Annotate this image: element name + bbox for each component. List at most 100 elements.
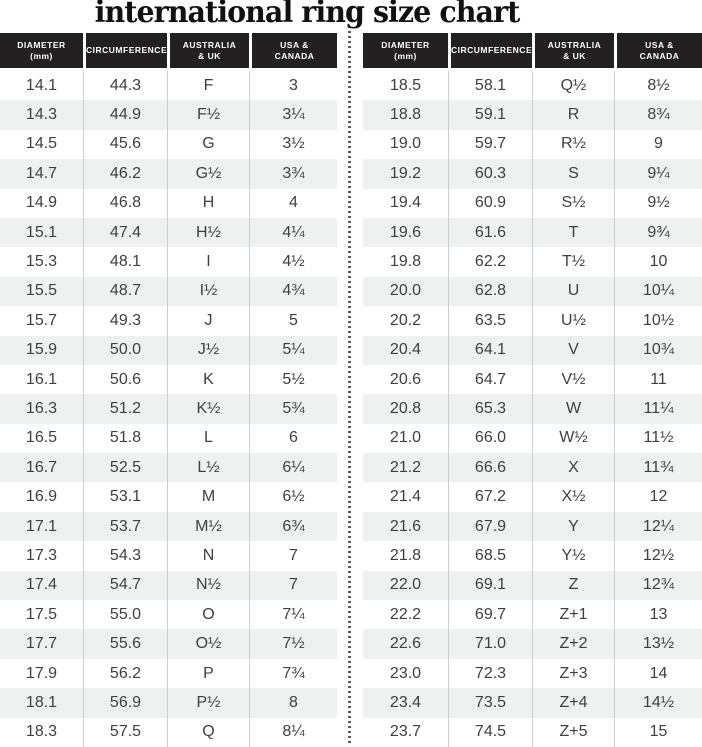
cell-diameter: 23.4 — [363, 688, 448, 718]
cell-diameter: 18.3 — [0, 717, 83, 747]
cell-circumference: 65.3 — [448, 394, 532, 424]
cell-usa-canada: 10½ — [614, 306, 702, 336]
cell-australia-uk: V — [532, 335, 614, 365]
col-header-line: CANADA — [274, 50, 315, 61]
cell-australia-uk: V½ — [532, 364, 614, 395]
cell-usa-canada: 13 — [614, 600, 702, 630]
cell-usa-canada: 10 — [614, 247, 702, 277]
cell-australia-uk: T½ — [532, 247, 614, 277]
cell-australia-uk: R½ — [532, 129, 614, 160]
cell-circumference: 53.1 — [83, 482, 167, 512]
cell-usa-canada: 14½ — [614, 688, 702, 718]
table-row: 22.0 69.1 Z 12¾ — [363, 570, 702, 601]
cell-australia-uk: X — [532, 453, 614, 483]
table-row: 20.4 64.1 V 10¾ — [363, 335, 702, 365]
cell-diameter: 16.3 — [0, 394, 83, 424]
cell-australia-uk: M — [167, 482, 249, 512]
cell-australia-uk: Y½ — [532, 541, 614, 571]
cell-usa-canada: 8¾ — [614, 100, 702, 130]
cell-usa-canada: 11¾ — [614, 453, 702, 483]
cell-diameter: 20.4 — [363, 335, 448, 365]
cell-circumference: 51.2 — [83, 394, 167, 424]
cell-usa-canada: 13½ — [614, 629, 702, 659]
cell-australia-uk: W½ — [532, 423, 614, 454]
table-row: 23.0 72.3 Z+3 14 — [363, 658, 702, 689]
table-row: 19.4 60.9 S½ 9½ — [363, 188, 702, 218]
table-row: 20.2 63.5 U½ 10½ — [363, 306, 702, 336]
table-row: 18.3 57.5 Q 8¼ — [0, 717, 337, 747]
dotted-divider — [348, 31, 351, 744]
col-header-usa-canada: USA & CANADA — [614, 33, 702, 71]
cell-usa-canada: 3½ — [249, 129, 337, 160]
cell-circumference: 44.9 — [83, 100, 167, 130]
cell-circumference: 59.7 — [448, 129, 532, 160]
cell-diameter: 17.5 — [0, 600, 83, 630]
cell-australia-uk: F — [167, 71, 249, 101]
table-row: 17.1 53.7 M½ 6¾ — [0, 511, 337, 542]
cell-usa-canada: 7¾ — [249, 658, 337, 689]
cell-usa-canada: 6 — [249, 423, 337, 454]
cell-usa-canada: 6¾ — [249, 511, 337, 542]
header-row: DIAMETER (mm) CIRCUMFERENCE AUSTRALIA & … — [363, 33, 702, 71]
cell-usa-canada: 7½ — [249, 629, 337, 659]
table-row: 21.0 66.0 W½ 11½ — [363, 423, 702, 454]
cell-usa-canada: 3¾ — [249, 159, 337, 189]
cell-diameter: 19.2 — [363, 159, 448, 189]
cell-diameter: 15.1 — [0, 217, 83, 248]
col-header-line: USA & — [645, 39, 674, 50]
cell-diameter: 16.9 — [0, 482, 83, 512]
cell-usa-canada: 7¼ — [249, 600, 337, 630]
col-header-line: (mm) — [30, 50, 53, 61]
table-row: 17.5 55.0 O 7¼ — [0, 600, 337, 630]
cell-circumference: 55.0 — [83, 600, 167, 630]
ring-size-table-left: DIAMETER (mm) CIRCUMFERENCE AUSTRALIA & … — [0, 33, 337, 747]
cell-australia-uk: H½ — [167, 217, 249, 248]
cell-circumference: 56.2 — [83, 658, 167, 689]
table-row: 18.8 59.1 R 8¾ — [363, 100, 702, 130]
col-header-line: & UK — [563, 50, 586, 61]
cell-usa-canada: 9 — [614, 129, 702, 160]
col-header-line: DIAMETER — [381, 39, 430, 50]
cell-diameter: 14.9 — [0, 188, 83, 218]
table-row: 21.8 68.5 Y½ 12½ — [363, 541, 702, 571]
cell-australia-uk: Z — [532, 570, 614, 601]
cell-usa-canada: 8¼ — [249, 717, 337, 747]
cell-diameter: 15.7 — [0, 306, 83, 336]
cell-diameter: 20.8 — [363, 394, 448, 424]
table-row: 23.7 74.5 Z+5 15 — [363, 717, 702, 747]
cell-australia-uk: K½ — [167, 394, 249, 424]
cell-circumference: 68.5 — [448, 541, 532, 571]
table-row: 21.6 67.9 Y 12¼ — [363, 511, 702, 542]
table-row: 16.5 51.8 L 6 — [0, 423, 337, 454]
cell-diameter: 14.7 — [0, 159, 83, 189]
cell-usa-canada: 12½ — [614, 541, 702, 571]
ring-size-table: DIAMETER (mm) CIRCUMFERENCE AUSTRALIA & … — [0, 33, 337, 747]
cell-usa-canada: 6½ — [249, 482, 337, 512]
cell-circumference: 57.5 — [83, 717, 167, 747]
table-row: 16.3 51.2 K½ 5¾ — [0, 394, 337, 424]
cell-usa-canada: 4¼ — [249, 217, 337, 248]
table-row: 19.2 60.3 S 9¼ — [363, 159, 702, 189]
cell-diameter: 19.0 — [363, 129, 448, 160]
cell-circumference: 50.6 — [83, 364, 167, 395]
table-row: 14.3 44.9 F½ 3¼ — [0, 100, 337, 130]
table-row: 21.2 66.6 X 11¾ — [363, 453, 702, 483]
table-row: 20.8 65.3 W 11¼ — [363, 394, 702, 424]
cell-diameter: 20.2 — [363, 306, 448, 336]
cell-australia-uk: M½ — [167, 511, 249, 542]
cell-diameter: 21.6 — [363, 511, 448, 542]
cell-diameter: 23.7 — [363, 717, 448, 747]
cell-australia-uk: N — [167, 541, 249, 571]
cell-usa-canada: 5¼ — [249, 335, 337, 365]
table-row: 14.7 46.2 G½ 3¾ — [0, 159, 337, 189]
cell-diameter: 22.0 — [363, 570, 448, 601]
cell-australia-uk: N½ — [167, 570, 249, 601]
cell-australia-uk: U — [532, 276, 614, 307]
table-row: 17.4 54.7 N½ 7 — [0, 570, 337, 601]
cell-diameter: 14.5 — [0, 129, 83, 160]
cell-usa-canada: 6¼ — [249, 453, 337, 483]
cell-usa-canada: 12¼ — [614, 511, 702, 542]
cell-circumference: 64.1 — [448, 335, 532, 365]
cell-australia-uk: P½ — [167, 688, 249, 718]
